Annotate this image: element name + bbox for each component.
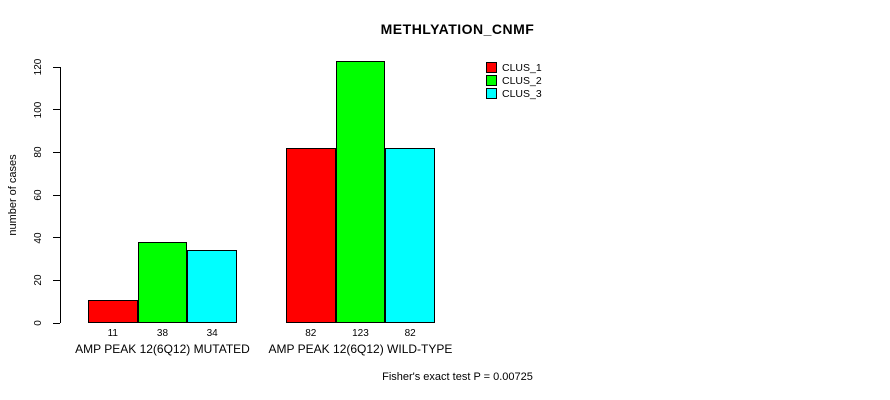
y-axis-tick bbox=[53, 194, 60, 196]
legend-label: CLUS_2 bbox=[502, 74, 542, 87]
legend-item-clus_2: CLUS_2 bbox=[486, 74, 542, 87]
legend-swatch-clus_1 bbox=[486, 62, 497, 73]
category-label: AMP PEAK 12(6Q12) WILD-TYPE bbox=[268, 342, 453, 356]
y-axis-tick-label: 100 bbox=[33, 101, 44, 118]
legend-label: CLUS_1 bbox=[502, 61, 542, 74]
legend: CLUS_1 CLUS_2 CLUS_3 bbox=[486, 61, 542, 100]
y-axis-tick bbox=[53, 151, 60, 153]
bar-clus_1-group2 bbox=[286, 148, 336, 323]
y-axis-tick-label: 120 bbox=[33, 58, 44, 76]
bar-clus_3-group2 bbox=[385, 148, 435, 323]
legend-item-clus_3: CLUS_3 bbox=[486, 87, 542, 100]
legend-label: CLUS_3 bbox=[502, 87, 542, 100]
bar-clus_1-group1 bbox=[88, 299, 138, 323]
y-axis-tick-label: 80 bbox=[33, 146, 44, 158]
category-label: AMP PEAK 12(6Q12) MUTATED bbox=[75, 342, 250, 356]
bar-clus_3-group1 bbox=[187, 250, 237, 323]
y-axis-tick-label: 60 bbox=[33, 189, 44, 201]
y-axis-line bbox=[60, 67, 61, 323]
bar-value-label: 34 bbox=[206, 328, 218, 339]
y-axis-label: number of cases bbox=[7, 154, 19, 236]
y-axis-tick bbox=[53, 279, 60, 281]
y-axis-tick-label: 0 bbox=[33, 320, 44, 326]
y-axis-tick bbox=[53, 237, 60, 239]
bar-clus_2-group2 bbox=[335, 60, 386, 323]
bar-value-label: 82 bbox=[404, 328, 416, 339]
y-axis-tick bbox=[53, 109, 60, 111]
y-axis-tick bbox=[53, 322, 60, 324]
bar-value-label: 38 bbox=[156, 328, 169, 339]
legend-swatch-clus_3 bbox=[486, 88, 497, 99]
chart-title: METHLYATION_CNMF bbox=[380, 21, 535, 37]
legend-item-clus_1: CLUS_1 bbox=[486, 61, 542, 74]
bar-value-label: 123 bbox=[352, 328, 369, 339]
bar-value-label: 82 bbox=[305, 328, 317, 339]
footer-annotation: Fisher's exact test P = 0.00725 bbox=[382, 371, 533, 383]
bar-value-label: 11 bbox=[107, 328, 118, 339]
y-axis-tick-label: 40 bbox=[33, 232, 44, 244]
y-axis-tick-label: 20 bbox=[33, 274, 44, 286]
legend-swatch-clus_2 bbox=[486, 75, 497, 86]
bar-clus_2-group1 bbox=[137, 241, 188, 323]
y-axis-tick bbox=[53, 66, 60, 68]
